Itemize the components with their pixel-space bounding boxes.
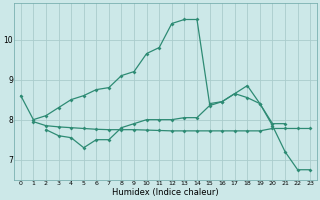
X-axis label: Humidex (Indice chaleur): Humidex (Indice chaleur) <box>112 188 219 197</box>
